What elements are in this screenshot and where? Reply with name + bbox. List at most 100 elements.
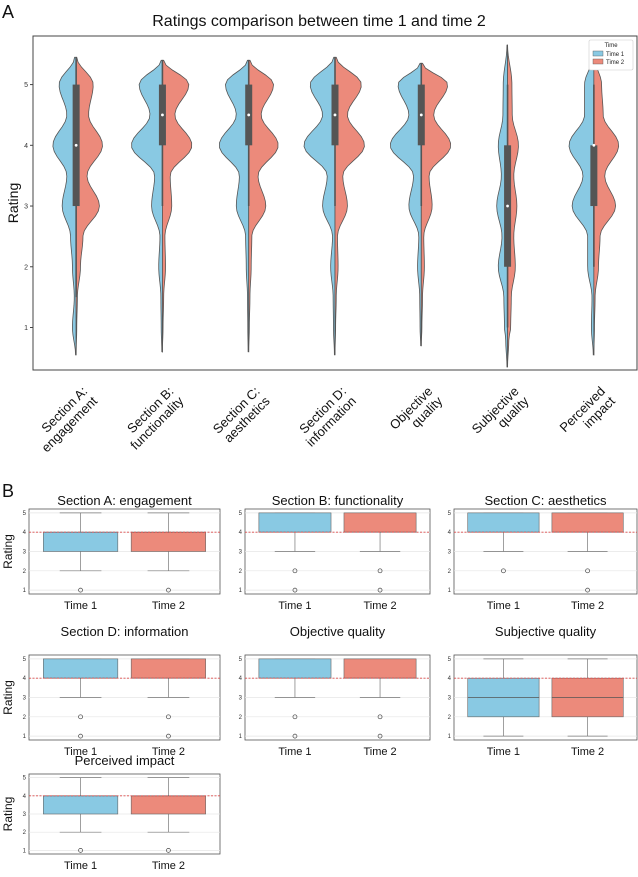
subplot-x-tick-label: Time 2 <box>363 746 396 758</box>
violin-inner-box <box>590 145 598 207</box>
box-time2 <box>130 531 206 552</box>
violin-y-tick-label: 5 <box>24 82 28 89</box>
subplot-title: Section D: information <box>61 624 189 639</box>
violin-category-label: Subjectivequality <box>469 383 532 446</box>
boxplot-subplot: Section A: engagement 1 2 3 4 5 Rating Time 1 Ti… <box>1 493 221 612</box>
subplot-y-tick-label: 4 <box>448 676 452 682</box>
subplot-y-tick-label: 2 <box>23 715 27 721</box>
subplot-x-tick-label: Time 2 <box>152 860 185 872</box>
subplot-x-tick-label: Time 1 <box>64 600 97 612</box>
box-outlier <box>78 848 83 853</box>
box-time2 <box>343 512 417 533</box>
box-outlier <box>377 733 383 739</box>
subplot-x-tick-label: Time 2 <box>571 600 604 612</box>
violin-median-dot <box>506 204 509 208</box>
subplot-x-tick-label: Time 1 <box>487 600 520 612</box>
boxplot-subplot: Section C: aesthetics 1 2 3 4 5 Time 1 Time 2 <box>448 493 638 612</box>
subplot-x-tick-label: Time 2 <box>152 600 185 612</box>
subplot-title: Section A: engagement <box>57 493 192 508</box>
box-outlier <box>78 733 83 739</box>
subplot-x-tick-label: Time 2 <box>363 600 396 612</box>
box-outlier <box>377 714 383 720</box>
subplot-y-tick-label: 3 <box>23 812 27 818</box>
boxplot-subplot: Perceived impact 1 2 3 4 5 Rating Time 1 Time 2 <box>1 753 221 872</box>
subplot-y-tick-label: 2 <box>239 715 243 721</box>
subplot-y-tick-label: 3 <box>23 696 27 702</box>
violin-half-time2 <box>248 59 279 353</box>
subplot-y-tick-label: 1 <box>23 734 27 740</box>
subplot-y-tick-label: 1 <box>448 588 452 594</box>
violin-half-time2 <box>334 56 365 355</box>
violin-half-time1 <box>131 59 163 353</box>
violin-category-label: Perceivedimpact <box>556 383 618 445</box>
subplot-title: Objective quality <box>290 624 386 639</box>
violin-y-tick-label: 2 <box>24 264 28 271</box>
violin-category-label: Objectivequality <box>386 383 445 442</box>
box-time2 <box>130 795 206 815</box>
violin-half-time1 <box>303 56 336 356</box>
violin-median-dot <box>419 113 423 117</box>
legend-swatch-time1 <box>592 50 604 57</box>
subplot-y-tick-label: 5 <box>448 511 452 517</box>
box-outlier <box>501 568 506 574</box>
boxplot-subplot: Subjective quality 1 2 3 4 5 Time 1 Time 2 <box>448 624 638 758</box>
boxplot-subplot: Section D: information 1 2 3 4 5 Rating Time 1 T… <box>1 624 221 758</box>
violin-legend: Time Time 1 Time 2 <box>588 39 634 71</box>
subplot-y-tick-label: 2 <box>23 830 27 836</box>
subplot-title: Section B: functionality <box>272 493 404 508</box>
violin-median-dot <box>74 143 78 147</box>
subplot-x-tick-label: Time 1 <box>278 600 311 612</box>
subplot-y-axis-label: Rating <box>1 797 15 832</box>
violin-half-time1 <box>52 56 77 356</box>
box-outlier <box>166 714 171 720</box>
box-outlier <box>377 587 383 593</box>
boxplot-subplot: Section B: functionality 1 2 3 4 5 Time 1 Time … <box>239 493 431 612</box>
box-time1 <box>467 512 540 533</box>
boxplot-subplot: Objective quality 1 2 3 4 5 Time 1 Time 2 <box>239 624 431 758</box>
subplot-x-tick-label: Time 1 <box>64 860 97 872</box>
subplot-y-axis-label: Rating <box>1 534 15 569</box>
subplot-y-tick-label: 3 <box>239 696 243 702</box>
subplot-y-tick-label: 3 <box>23 550 27 556</box>
box-outlier <box>78 587 83 593</box>
subplot-y-tick-label: 5 <box>23 657 27 663</box>
subplot-y-tick-label: 1 <box>23 848 27 854</box>
subplot-x-tick-label: Time 2 <box>571 746 604 758</box>
violin-plot-frame <box>32 35 638 371</box>
violin-category-label: Section C:aesthetics <box>210 383 273 446</box>
subplot-y-tick-label: 3 <box>239 550 243 556</box>
box-outlier <box>292 733 298 739</box>
box-time2 <box>343 658 417 679</box>
subplot-y-tick-label: 1 <box>239 734 243 740</box>
subplot-x-tick-label: Time 2 <box>152 746 185 758</box>
violin-category-label: Section A:engagement <box>29 383 101 455</box>
box-outlier <box>585 587 590 593</box>
subplot-y-tick-label: 4 <box>23 530 27 536</box>
subplot-title: Perceived impact <box>75 753 175 768</box>
subplot-y-tick-label: 2 <box>239 569 243 575</box>
boxplot-grid: Section A: engagement 1 2 3 4 5 Rating Time 1 Ti… <box>1 493 638 872</box>
violin-half-time1 <box>568 56 595 356</box>
subplot-y-tick-label: 4 <box>23 794 27 800</box>
box-time1 <box>43 531 119 552</box>
violin-median-dot <box>592 143 596 147</box>
subplot-x-tick-label: Time 1 <box>487 746 520 758</box>
violin-half-time2 <box>420 62 452 347</box>
subplot-y-tick-label: 5 <box>448 657 452 663</box>
box-time2 <box>551 512 624 533</box>
violin-category-label: Section B:functionality <box>117 383 186 452</box>
box-outlier <box>166 587 171 593</box>
violin-half-time2 <box>507 44 519 368</box>
violin-y-tick-label: 1 <box>24 325 28 332</box>
violin-title: Ratings comparison between time 1 and ti… <box>152 13 486 30</box>
violin-half-time1 <box>390 62 422 347</box>
box-outlier <box>78 714 83 720</box>
violin-half-time2 <box>162 59 193 352</box>
subplot-y-tick-label: 4 <box>239 676 243 682</box>
subplot-y-tick-label: 1 <box>239 588 243 594</box>
violin-y-tick-label: 3 <box>24 204 28 211</box>
box-outlier <box>166 733 171 739</box>
box-outlier <box>292 714 298 720</box>
legend-entry: Time 2 <box>606 60 625 66</box>
